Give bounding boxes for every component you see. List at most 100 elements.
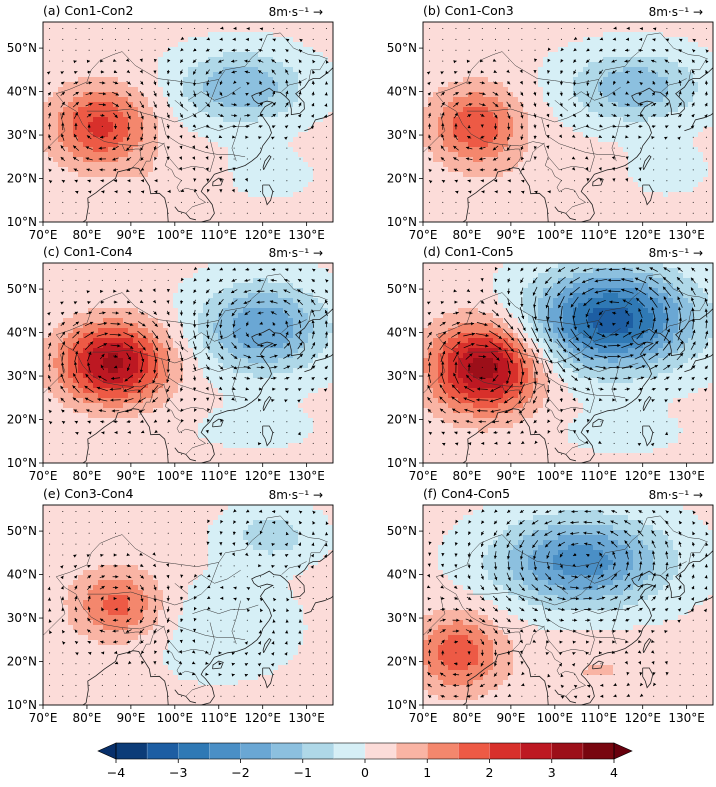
shade-cell — [563, 132, 568, 137]
shade-cell — [648, 107, 653, 112]
shade-cell — [243, 117, 248, 122]
shade-cell — [478, 142, 483, 147]
shade-cell — [78, 212, 83, 217]
shade-cell — [533, 62, 538, 67]
shade-cell — [513, 137, 518, 142]
shade-cell — [73, 52, 78, 57]
shade-cell — [158, 57, 163, 62]
shade-cell — [693, 142, 698, 147]
shade-cell — [493, 162, 498, 167]
shade-cell — [488, 107, 493, 112]
shade-cell — [603, 177, 608, 182]
shade-cell — [633, 72, 638, 77]
shade-cell — [433, 32, 438, 37]
shade-cell — [48, 87, 53, 92]
shade-cell — [588, 87, 593, 92]
shade-cell — [153, 162, 158, 167]
shade-cell — [223, 57, 228, 62]
shade-cell — [658, 127, 663, 132]
shade-cell — [203, 207, 208, 212]
shade-cell — [553, 122, 558, 127]
shade-cell — [278, 152, 283, 157]
wind-dot — [260, 202, 261, 203]
shade-cell — [188, 152, 193, 157]
shade-cell — [633, 177, 638, 182]
shade-cell — [623, 42, 628, 47]
shade-cell — [668, 92, 673, 97]
shade-cell — [598, 87, 603, 92]
shade-cell — [103, 67, 108, 72]
shade-cell — [503, 27, 508, 32]
shade-cell — [203, 127, 208, 132]
shade-cell — [323, 152, 328, 157]
shade-cell — [553, 22, 558, 27]
shade-cell — [128, 207, 133, 212]
shade-cell — [78, 62, 83, 67]
shade-cell — [58, 152, 63, 157]
shade-cell — [288, 177, 293, 182]
shade-cell — [683, 32, 688, 37]
shade-cell — [463, 72, 468, 77]
shade-cell — [283, 202, 288, 207]
shade-cell — [133, 97, 138, 102]
shade-cell — [303, 67, 308, 72]
shade-cell — [263, 112, 268, 117]
shade-cell — [183, 182, 188, 187]
shade-cell — [578, 162, 583, 167]
shade-cell — [303, 92, 308, 97]
shade-cell — [468, 87, 473, 92]
shade-cell — [318, 162, 323, 167]
shade-cell — [498, 132, 503, 137]
shade-cell — [183, 172, 188, 177]
shade-cell — [98, 172, 103, 177]
shade-cell — [323, 162, 328, 167]
shade-cell — [703, 182, 708, 187]
shade-cell — [558, 137, 563, 142]
shade-cell — [118, 122, 123, 127]
shade-cell — [88, 22, 93, 27]
shade-cell — [283, 117, 288, 122]
shade-cell — [323, 122, 328, 127]
shade-cell — [158, 87, 163, 92]
shade-cell — [608, 172, 613, 177]
shade-cell — [198, 122, 203, 127]
shade-cell — [673, 157, 678, 162]
shade-cell — [633, 42, 638, 47]
shade-cell — [698, 62, 703, 67]
shade-cell — [688, 177, 693, 182]
shade-cell — [658, 122, 663, 127]
shade-cell — [303, 32, 308, 37]
shade-cell — [323, 37, 328, 42]
wind-dot — [89, 39, 90, 40]
shade-cell — [68, 157, 73, 162]
shade-cell — [238, 172, 243, 177]
shade-cell — [73, 152, 78, 157]
shade-cell — [248, 172, 253, 177]
shade-cell — [48, 152, 53, 157]
shade-cell — [163, 22, 168, 27]
shade-cell — [123, 52, 128, 57]
shade-cell — [298, 162, 303, 167]
shade-cell — [603, 87, 608, 92]
shade-cell — [118, 37, 123, 42]
shade-cell — [653, 22, 658, 27]
shade-cell — [488, 87, 493, 92]
shade-cell — [433, 172, 438, 177]
shade-cell — [213, 52, 218, 57]
shade-cell — [263, 177, 268, 182]
shade-cell — [553, 97, 558, 102]
shade-cell — [173, 62, 178, 67]
shade-cell — [163, 47, 168, 52]
shade-cell — [683, 52, 688, 57]
shade-cell — [538, 112, 543, 117]
wind-dot — [115, 28, 116, 29]
shade-cell — [158, 52, 163, 57]
shade-cell — [523, 137, 528, 142]
shade-cell — [698, 122, 703, 127]
shade-cell — [618, 82, 623, 87]
shade-cell — [698, 52, 703, 57]
shade-cell — [208, 32, 213, 37]
shade-cell — [128, 52, 133, 57]
shade-cell — [68, 207, 73, 212]
shade-cell — [143, 57, 148, 62]
